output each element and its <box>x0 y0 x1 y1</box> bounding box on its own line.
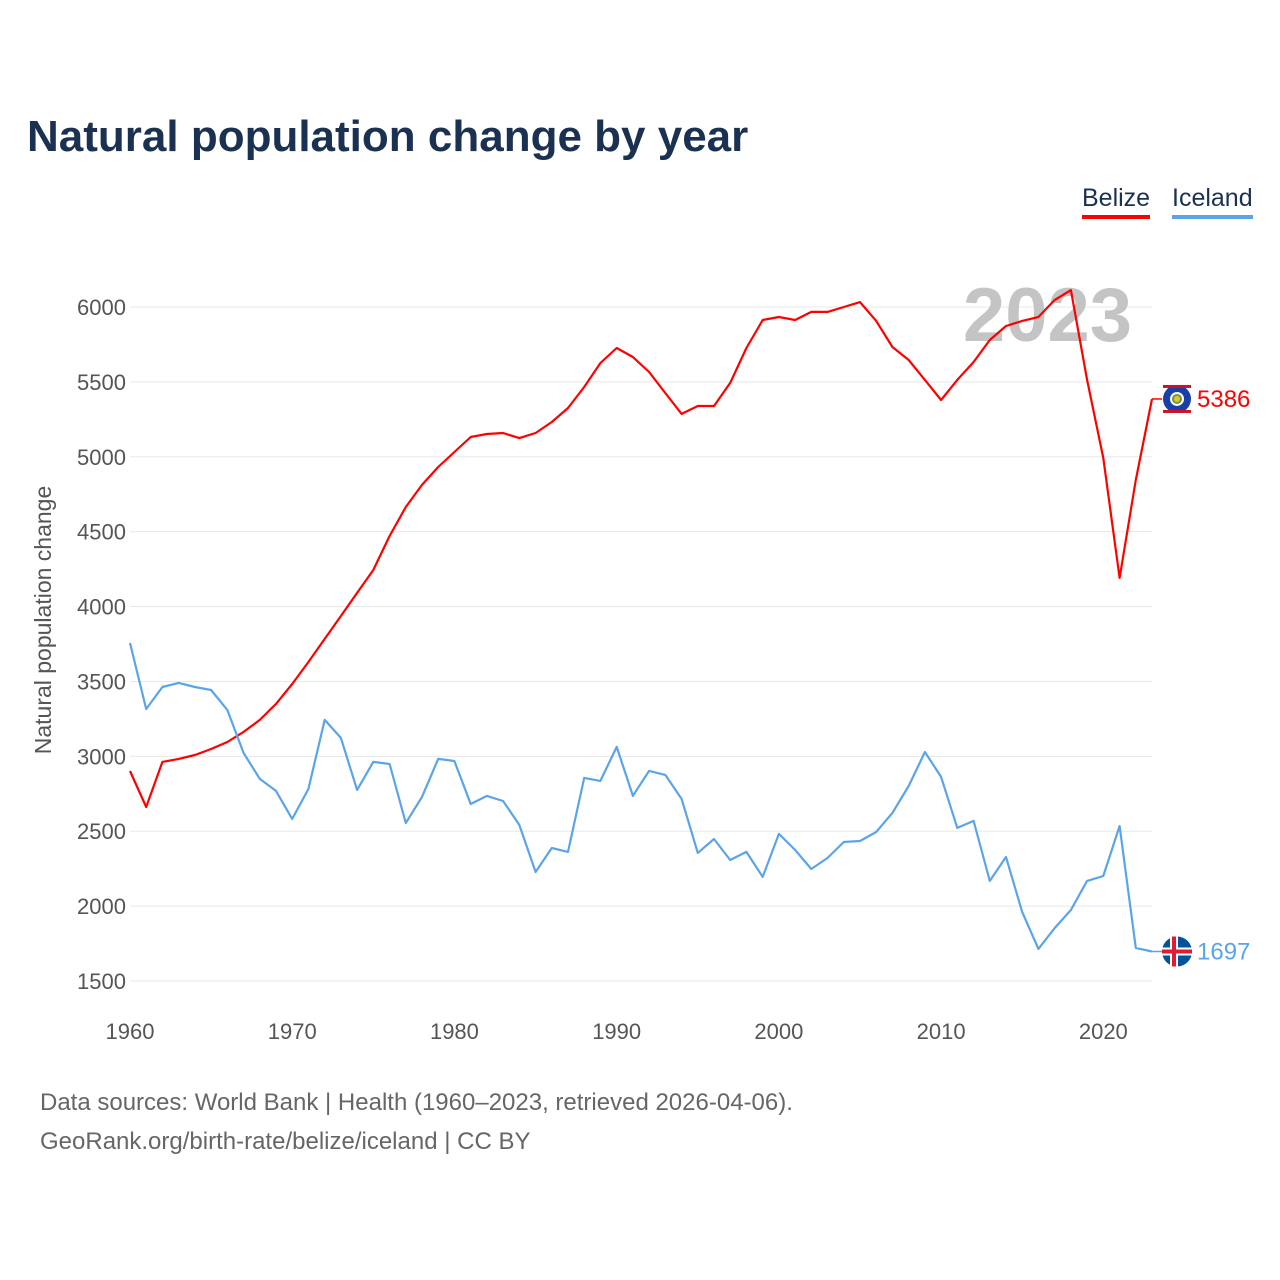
y-tick-label: 4000 <box>77 595 126 620</box>
flag-stripe <box>1163 384 1191 388</box>
y-tick-label: 5000 <box>77 445 126 470</box>
x-tick-label: 1970 <box>268 1019 317 1044</box>
y-tick-label: 3500 <box>77 669 126 694</box>
y-tick-label: 1500 <box>77 969 126 994</box>
x-tick-label: 2000 <box>754 1019 803 1044</box>
y-tick-label: 2000 <box>77 894 126 919</box>
year-watermark: 2023 <box>963 273 1132 358</box>
source-link[interactable]: GeoRank.org/birth-rate/belize/iceland | … <box>40 1128 531 1155</box>
series-line-belize <box>128 289 1154 809</box>
x-tick-label: 2010 <box>917 1019 966 1044</box>
y-tick-label: 5500 <box>77 370 126 395</box>
series-line-iceland <box>128 642 1153 953</box>
x-tick-label: 2020 <box>1079 1019 1128 1044</box>
flag-cross-red <box>1172 936 1176 967</box>
source-note: Data sources: World Bank | Health (1960–… <box>40 1089 793 1116</box>
iceland-flag-icon <box>1162 936 1192 967</box>
flag-cross-red <box>1162 949 1192 954</box>
chart-title: Natural population change by year <box>27 112 749 161</box>
x-tick-label: 1990 <box>592 1019 641 1044</box>
legend-item-belize[interactable]: Belize <box>1082 184 1151 219</box>
belize-flag-icon <box>1163 384 1191 413</box>
legend-item-iceland[interactable]: Iceland <box>1172 184 1253 219</box>
y-tick-label: 2500 <box>77 819 126 844</box>
end-value-label-iceland: 1697 <box>1197 938 1250 965</box>
x-tick-label: 1960 <box>106 1019 155 1044</box>
flag-emblem-center <box>1174 395 1180 402</box>
end-value-label-belize: 5386 <box>1197 386 1250 413</box>
y-tick-label: 3000 <box>77 744 126 769</box>
x-tick-label: 1980 <box>430 1019 479 1044</box>
y-tick-label: 6000 <box>77 295 126 320</box>
y-axis-label: Natural population change <box>30 486 56 755</box>
y-tick-label: 4500 <box>77 520 126 545</box>
flag-stripe <box>1163 409 1191 413</box>
